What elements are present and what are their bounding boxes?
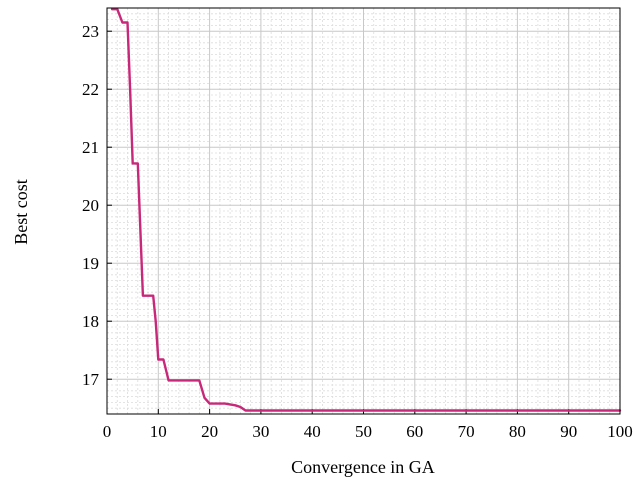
y-tick-label: 23 [82,22,99,41]
y-tick-label: 22 [82,80,99,99]
y-tick-label: 17 [82,370,100,389]
x-tick-label: 70 [458,422,475,441]
x-tick-label: 90 [560,422,577,441]
x-tick-label: 100 [607,422,633,441]
x-tick-label: 60 [406,422,423,441]
x-axis-label: Convergence in GA [291,457,435,477]
y-tick-labels: 17 18 19 20 21 22 23 [82,22,100,389]
y-axis-label: Best cost [11,179,31,245]
plot-frame [106,7,621,415]
y-tick-label: 18 [82,312,99,331]
x-tick-label: 30 [252,422,269,441]
series-line [110,7,622,412]
grid [107,7,620,415]
x-tick-label: 40 [304,422,321,441]
x-tick-labels: 0 10 20 30 40 50 60 70 80 90 100 [103,422,633,441]
x-tick-label: 50 [355,422,372,441]
y-tick-label: 20 [82,196,99,215]
series [110,7,622,412]
y-tick-label: 19 [82,254,99,273]
x-tick-label: 10 [150,422,167,441]
x-tick-label: 20 [201,422,218,441]
x-tick-label: 0 [103,422,112,441]
y-tick-label: 21 [82,138,99,157]
x-tick-label: 80 [509,422,526,441]
